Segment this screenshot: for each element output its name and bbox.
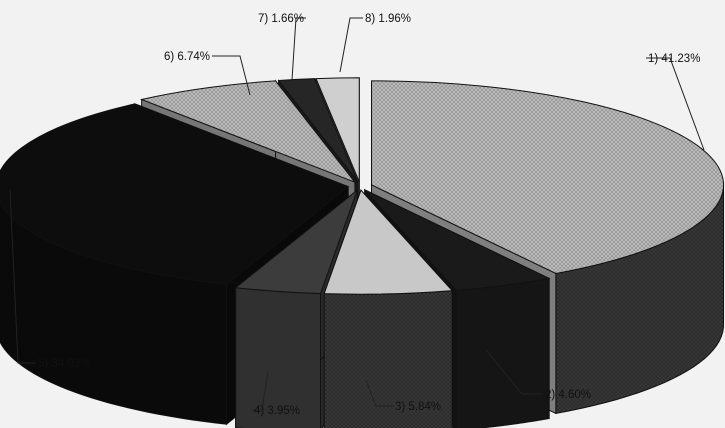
slice-label-7: 7) 1.66% [258,13,304,25]
leader-line-8 [339,17,363,73]
slice-label-5: 5) 34.03% [38,358,90,370]
pie-slice-1-top [371,80,725,274]
pie-slice-2-top [364,189,551,291]
slice-label-1: 1) 41.23% [648,53,700,65]
pie-slices [0,77,725,428]
leader-line-6 [212,55,251,96]
leader-line-7 [291,17,306,81]
slice-label-6: 6) 6.74% [164,51,210,63]
leader-line-1 [646,57,705,151]
leader-line-5 [9,189,36,364]
pie-slice-6-top [139,80,357,184]
slice-label-3: 3) 5.84% [395,401,441,413]
pie-slice-5-top [0,103,350,285]
leader-line-3 [365,379,393,407]
pie-slice-2-wall [455,277,550,428]
slice-label-2: 2) 4.60% [545,389,591,401]
leader-line-2 [485,349,543,395]
leader-line-4 [252,371,269,411]
slice-label-4: 4) 3.95% [254,405,300,417]
pie-slice-3-top [323,189,454,295]
pie-slice-3 [323,188,454,428]
pie-labels: 1) 41.23% 2) 4.60% 3) 5.84% 4) 3.95% 5) 34.0… [9,13,705,417]
slice-label-8: 8) 1.96% [365,13,411,25]
pie-slice-4-top [234,188,359,295]
pie-slice-7-top [277,78,359,183]
pie-slice-8-top [315,77,360,183]
